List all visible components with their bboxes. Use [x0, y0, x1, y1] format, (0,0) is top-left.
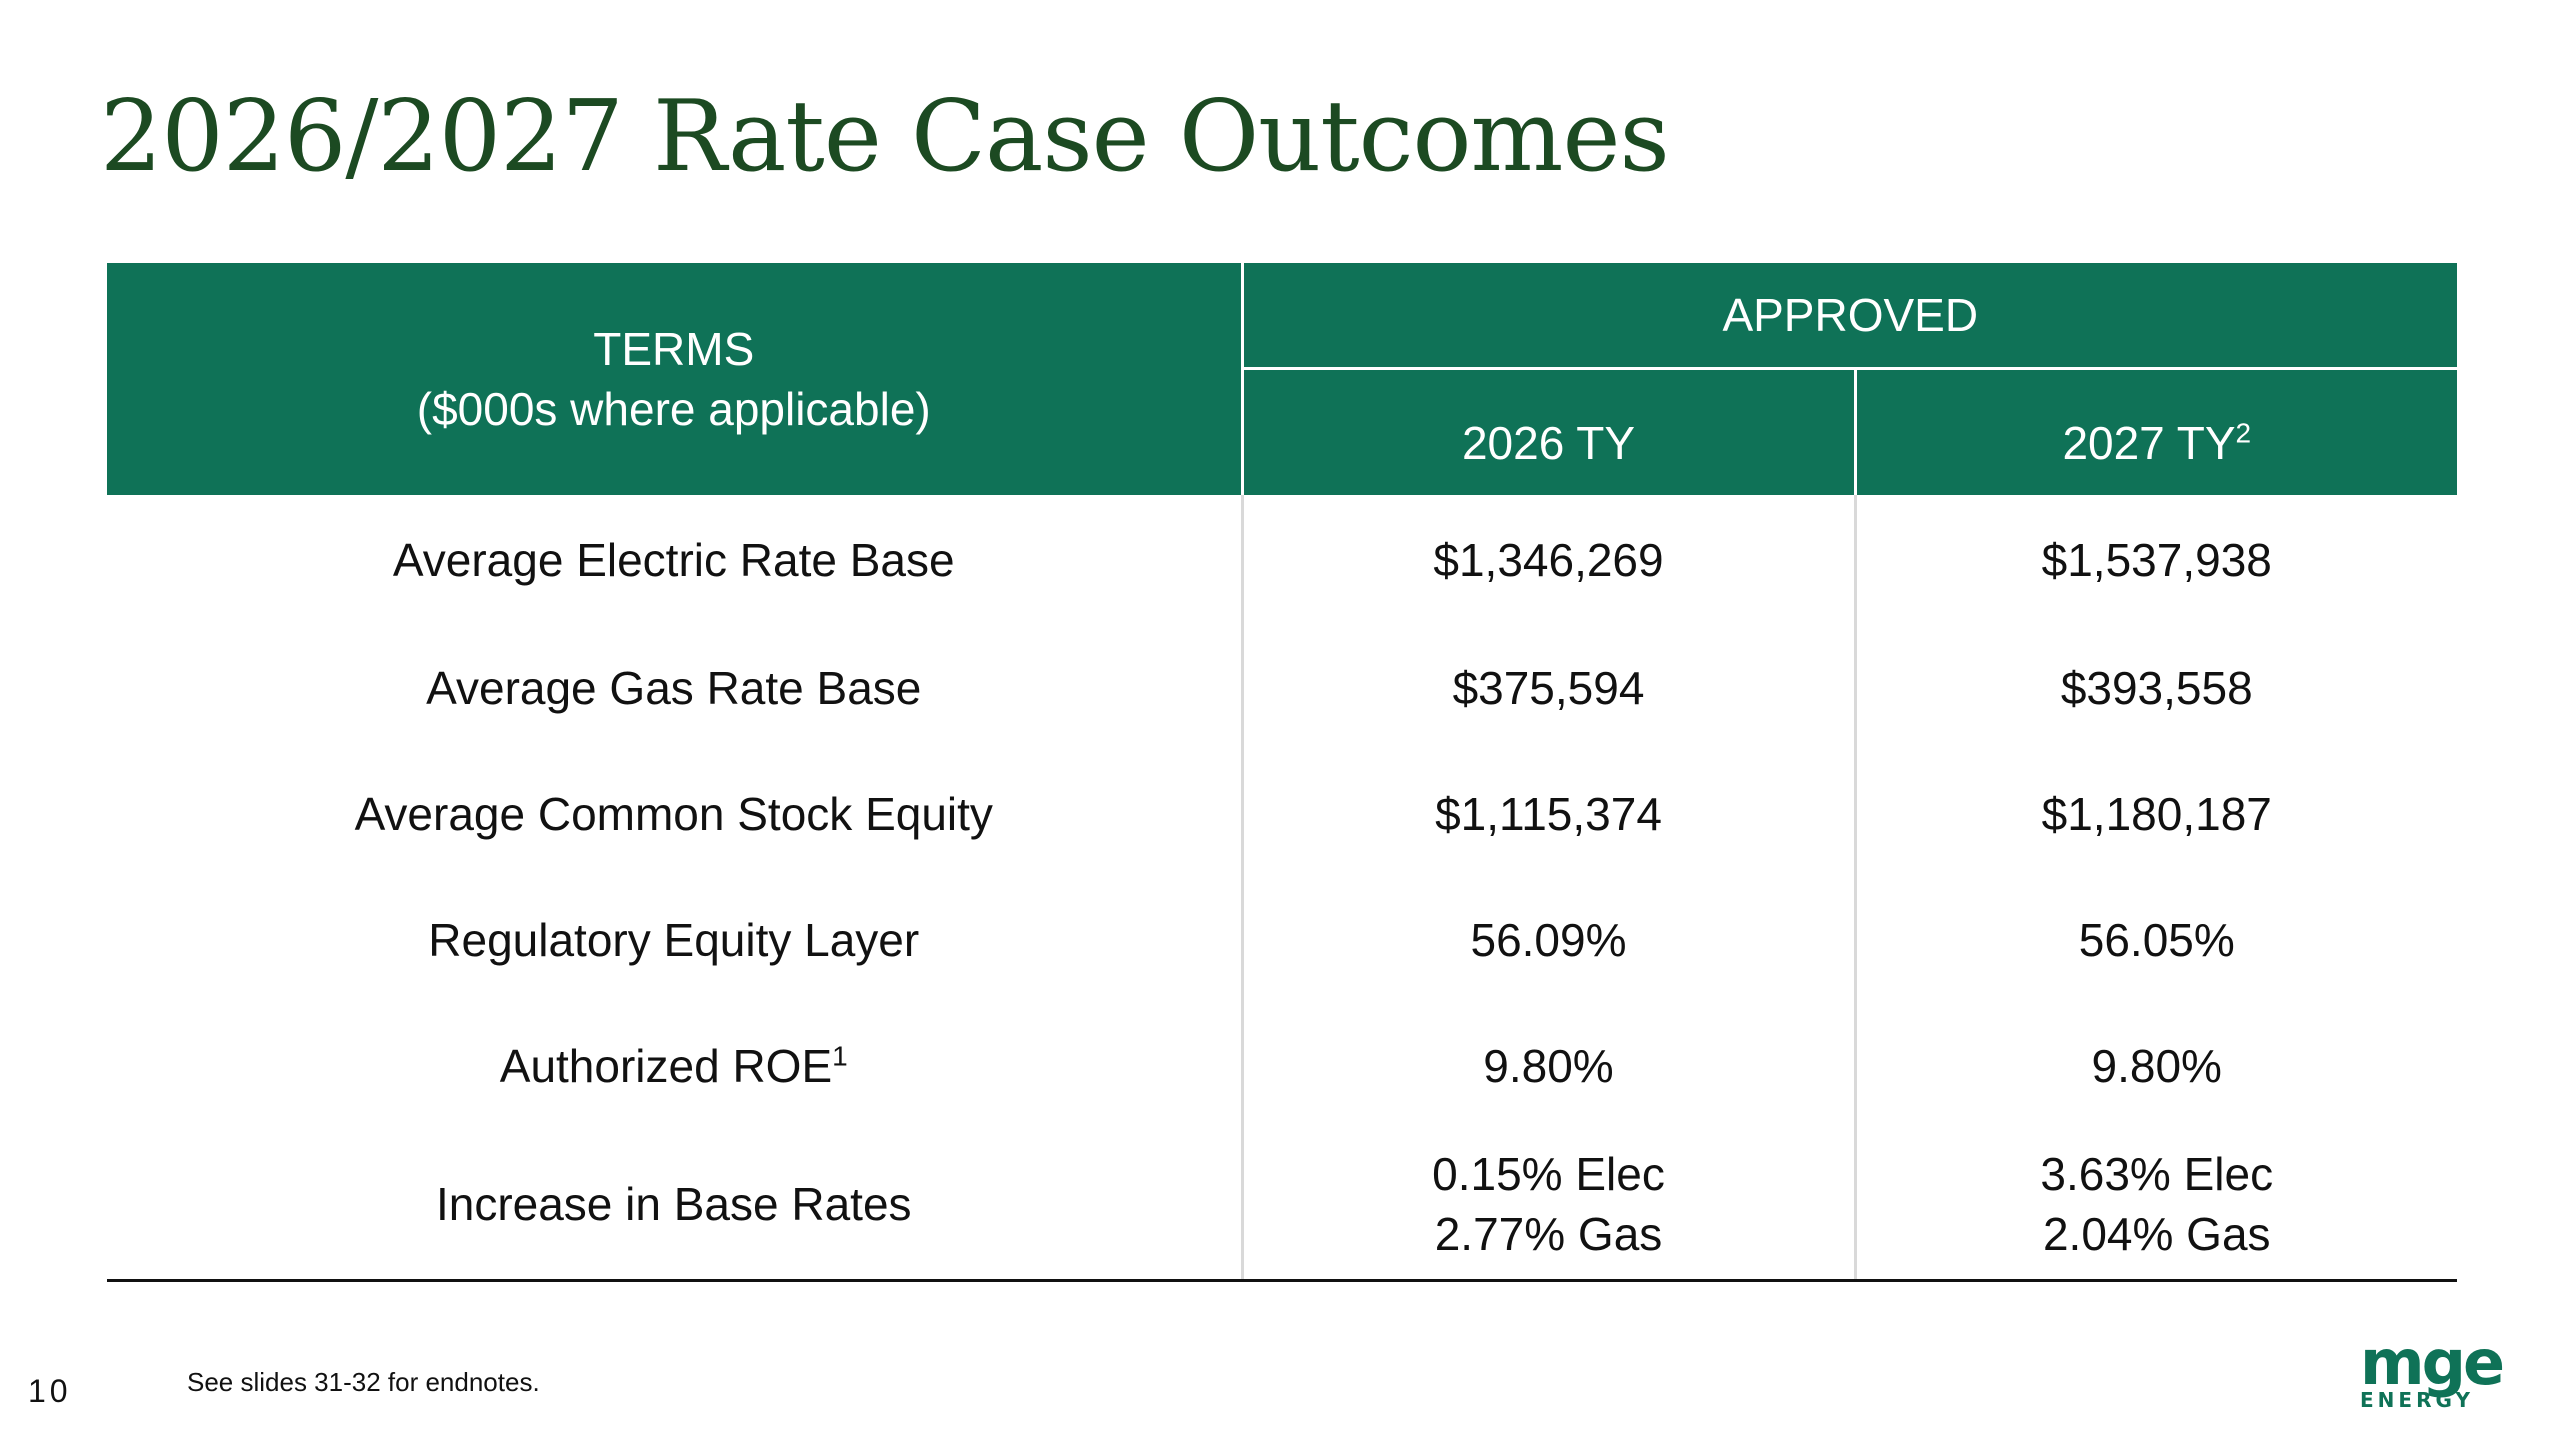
- row-term: Regulatory Equity Layer: [428, 914, 920, 966]
- row-term: Increase in Base Rates: [107, 1129, 1242, 1282]
- table-row: Average Common Stock Equity $1,115,374 $…: [107, 751, 2457, 877]
- header-row-years: 2026 TY 2027 TY2: [107, 368, 2458, 495]
- header-row-top: TERMS ($000s where applicable) APPROVED: [107, 263, 2458, 495]
- table-row: Increase in Base Rates 0.15% Elec 2.77% …: [107, 1129, 2458, 1282]
- footnote: See slides 31-32 for endnotes.: [187, 1367, 540, 1397]
- row-value-2026: 9.80%: [1240, 1003, 1857, 1129]
- row-value-2026: $375,594: [1240, 625, 1857, 751]
- table-row: Authorized ROE1 9.80% 9.80%: [107, 1003, 2457, 1129]
- row-value-2026-cell: 0.15% Elec 2.77% Gas: [1240, 1129, 1857, 1282]
- rate-case-table: TERMS ($000s where applicable) APPROVED …: [107, 263, 2458, 1282]
- row-term-cell: Authorized ROE1: [107, 1003, 1242, 1129]
- terms-header: TERMS ($000s where applicable): [107, 263, 1244, 495]
- col-header-2027: 2027 TY2: [1855, 368, 2458, 495]
- mge-energy-logo: mge ENERGY: [2360, 1326, 2520, 1412]
- logo-subtext: ENERGY: [2360, 1388, 2474, 1412]
- terms-header-sublabel: ($000s where applicable): [416, 383, 931, 435]
- row-term: Average Common Stock Equity: [354, 788, 993, 840]
- row-value-2027-elec: 3.63% Elec: [2040, 1148, 2274, 1200]
- row-value-2026-elec: 0.15% Elec: [1432, 1148, 1665, 1200]
- page-number: 10: [28, 1373, 72, 1409]
- col-header-2027-label: 2027 TY: [2062, 416, 2236, 469]
- row-value-2027-gas: 2.04% Gas: [2042, 1208, 2271, 1260]
- row-term: Average Electric Rate Base: [392, 534, 955, 586]
- terms-header-label: TERMS: [593, 323, 755, 375]
- row-value-2026: $1,346,269: [1240, 495, 1857, 625]
- col-header-2026: 2026 TY: [1242, 368, 1857, 495]
- table-row: Average Gas Rate Base $375,594 $393,558: [107, 625, 2457, 751]
- row-value-2027: $1,180,187: [2041, 788, 2272, 840]
- table-row: Average Electric Rate Base $1,346,269 $1…: [107, 495, 2457, 625]
- row-value-2027: 56.05%: [2078, 914, 2235, 966]
- row-value-2027: $1,537,938: [2041, 534, 2272, 586]
- row-value-2026-gas: 2.77% Gas: [1434, 1208, 1663, 1260]
- slide-title: 2026/2027 Rate Case Outcomes: [100, 80, 1670, 194]
- approved-header: APPROVED: [1242, 263, 2458, 370]
- row-value-2027: 9.80%: [2091, 1040, 2222, 1092]
- row-value-2027-cell: 3.63% Elec 2.04% Gas: [1855, 1129, 2458, 1282]
- col-header-2027-footnote-mark: 2: [2235, 417, 2252, 449]
- row-term: Authorized ROE: [499, 1040, 833, 1092]
- row-term: Average Gas Rate Base: [426, 662, 922, 714]
- row-term-footnote-mark: 1: [832, 1040, 848, 1072]
- logo-wordmark: mge: [2360, 1326, 2505, 1399]
- row-value-2026: $1,115,374: [1240, 751, 1857, 877]
- row-value-2027: $393,558: [2060, 662, 2253, 714]
- table-row: Regulatory Equity Layer 56.09% 56.05%: [107, 877, 2457, 1003]
- row-value-2026: 56.09%: [1240, 877, 1857, 1003]
